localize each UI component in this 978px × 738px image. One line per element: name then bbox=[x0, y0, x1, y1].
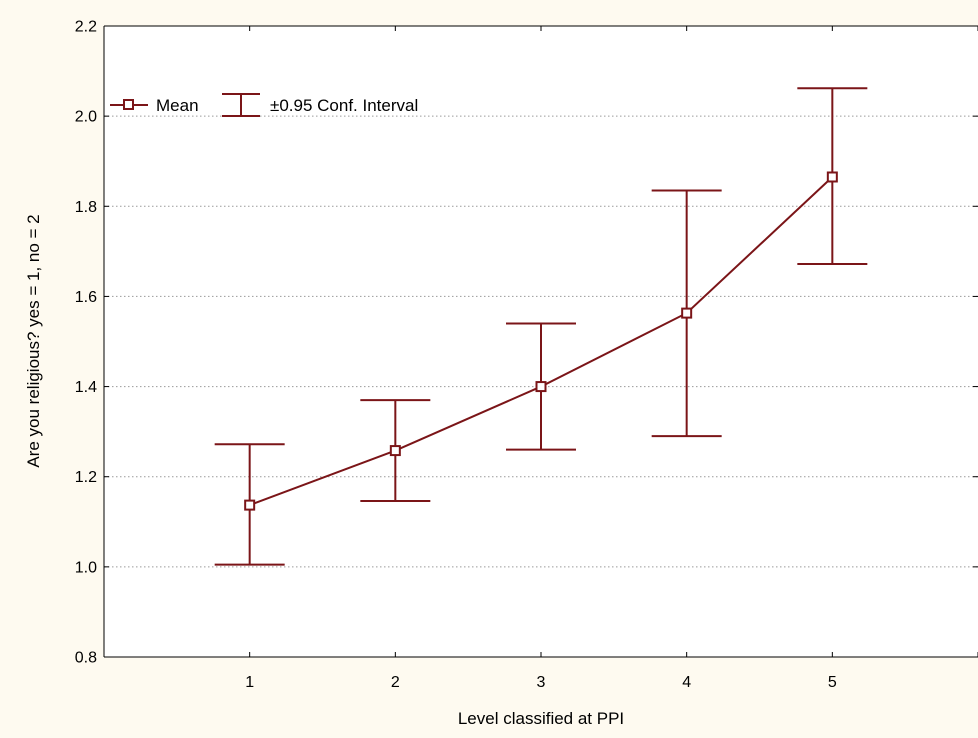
x-tick-label: 1 bbox=[245, 674, 254, 691]
mean-point bbox=[826, 171, 838, 183]
ticks: 0.8 1.0 1.2 1.4 1.6 1.8 2.0 2.2 1 2 3 4 5 bbox=[75, 19, 978, 691]
x-tick-label: 5 bbox=[828, 674, 837, 691]
y-axis-title: Are you religious? yes = 1, no = 2 bbox=[24, 214, 43, 467]
y-tick-label: 1.6 bbox=[75, 289, 97, 306]
mean-point bbox=[244, 499, 256, 511]
mean-point bbox=[389, 445, 401, 457]
legend-ci-label: ±0.95 Conf. Interval bbox=[270, 96, 418, 115]
x-axis-title: Level classified at PPI bbox=[458, 709, 624, 728]
x-tick-label: 3 bbox=[537, 674, 546, 691]
x-tick-label: 2 bbox=[391, 674, 400, 691]
mean-point bbox=[535, 381, 547, 393]
y-tick-label: 1.0 bbox=[75, 559, 97, 576]
y-tick-label: 0.8 bbox=[75, 650, 97, 667]
y-tick-label: 1.2 bbox=[75, 469, 97, 486]
legend-mean-marker bbox=[123, 99, 134, 110]
y-tick-label: 1.4 bbox=[75, 379, 97, 396]
y-tick-label: 1.8 bbox=[75, 199, 97, 216]
x-tick-label: 4 bbox=[682, 674, 691, 691]
y-tick-label: 2.2 bbox=[75, 19, 97, 36]
mean-point bbox=[681, 307, 693, 319]
series-mean bbox=[214, 87, 868, 566]
legend: Mean ±0.95 Conf. Interval bbox=[110, 93, 418, 117]
y-tick-label: 2.0 bbox=[75, 109, 97, 126]
legend-mean-label: Mean bbox=[156, 96, 199, 115]
